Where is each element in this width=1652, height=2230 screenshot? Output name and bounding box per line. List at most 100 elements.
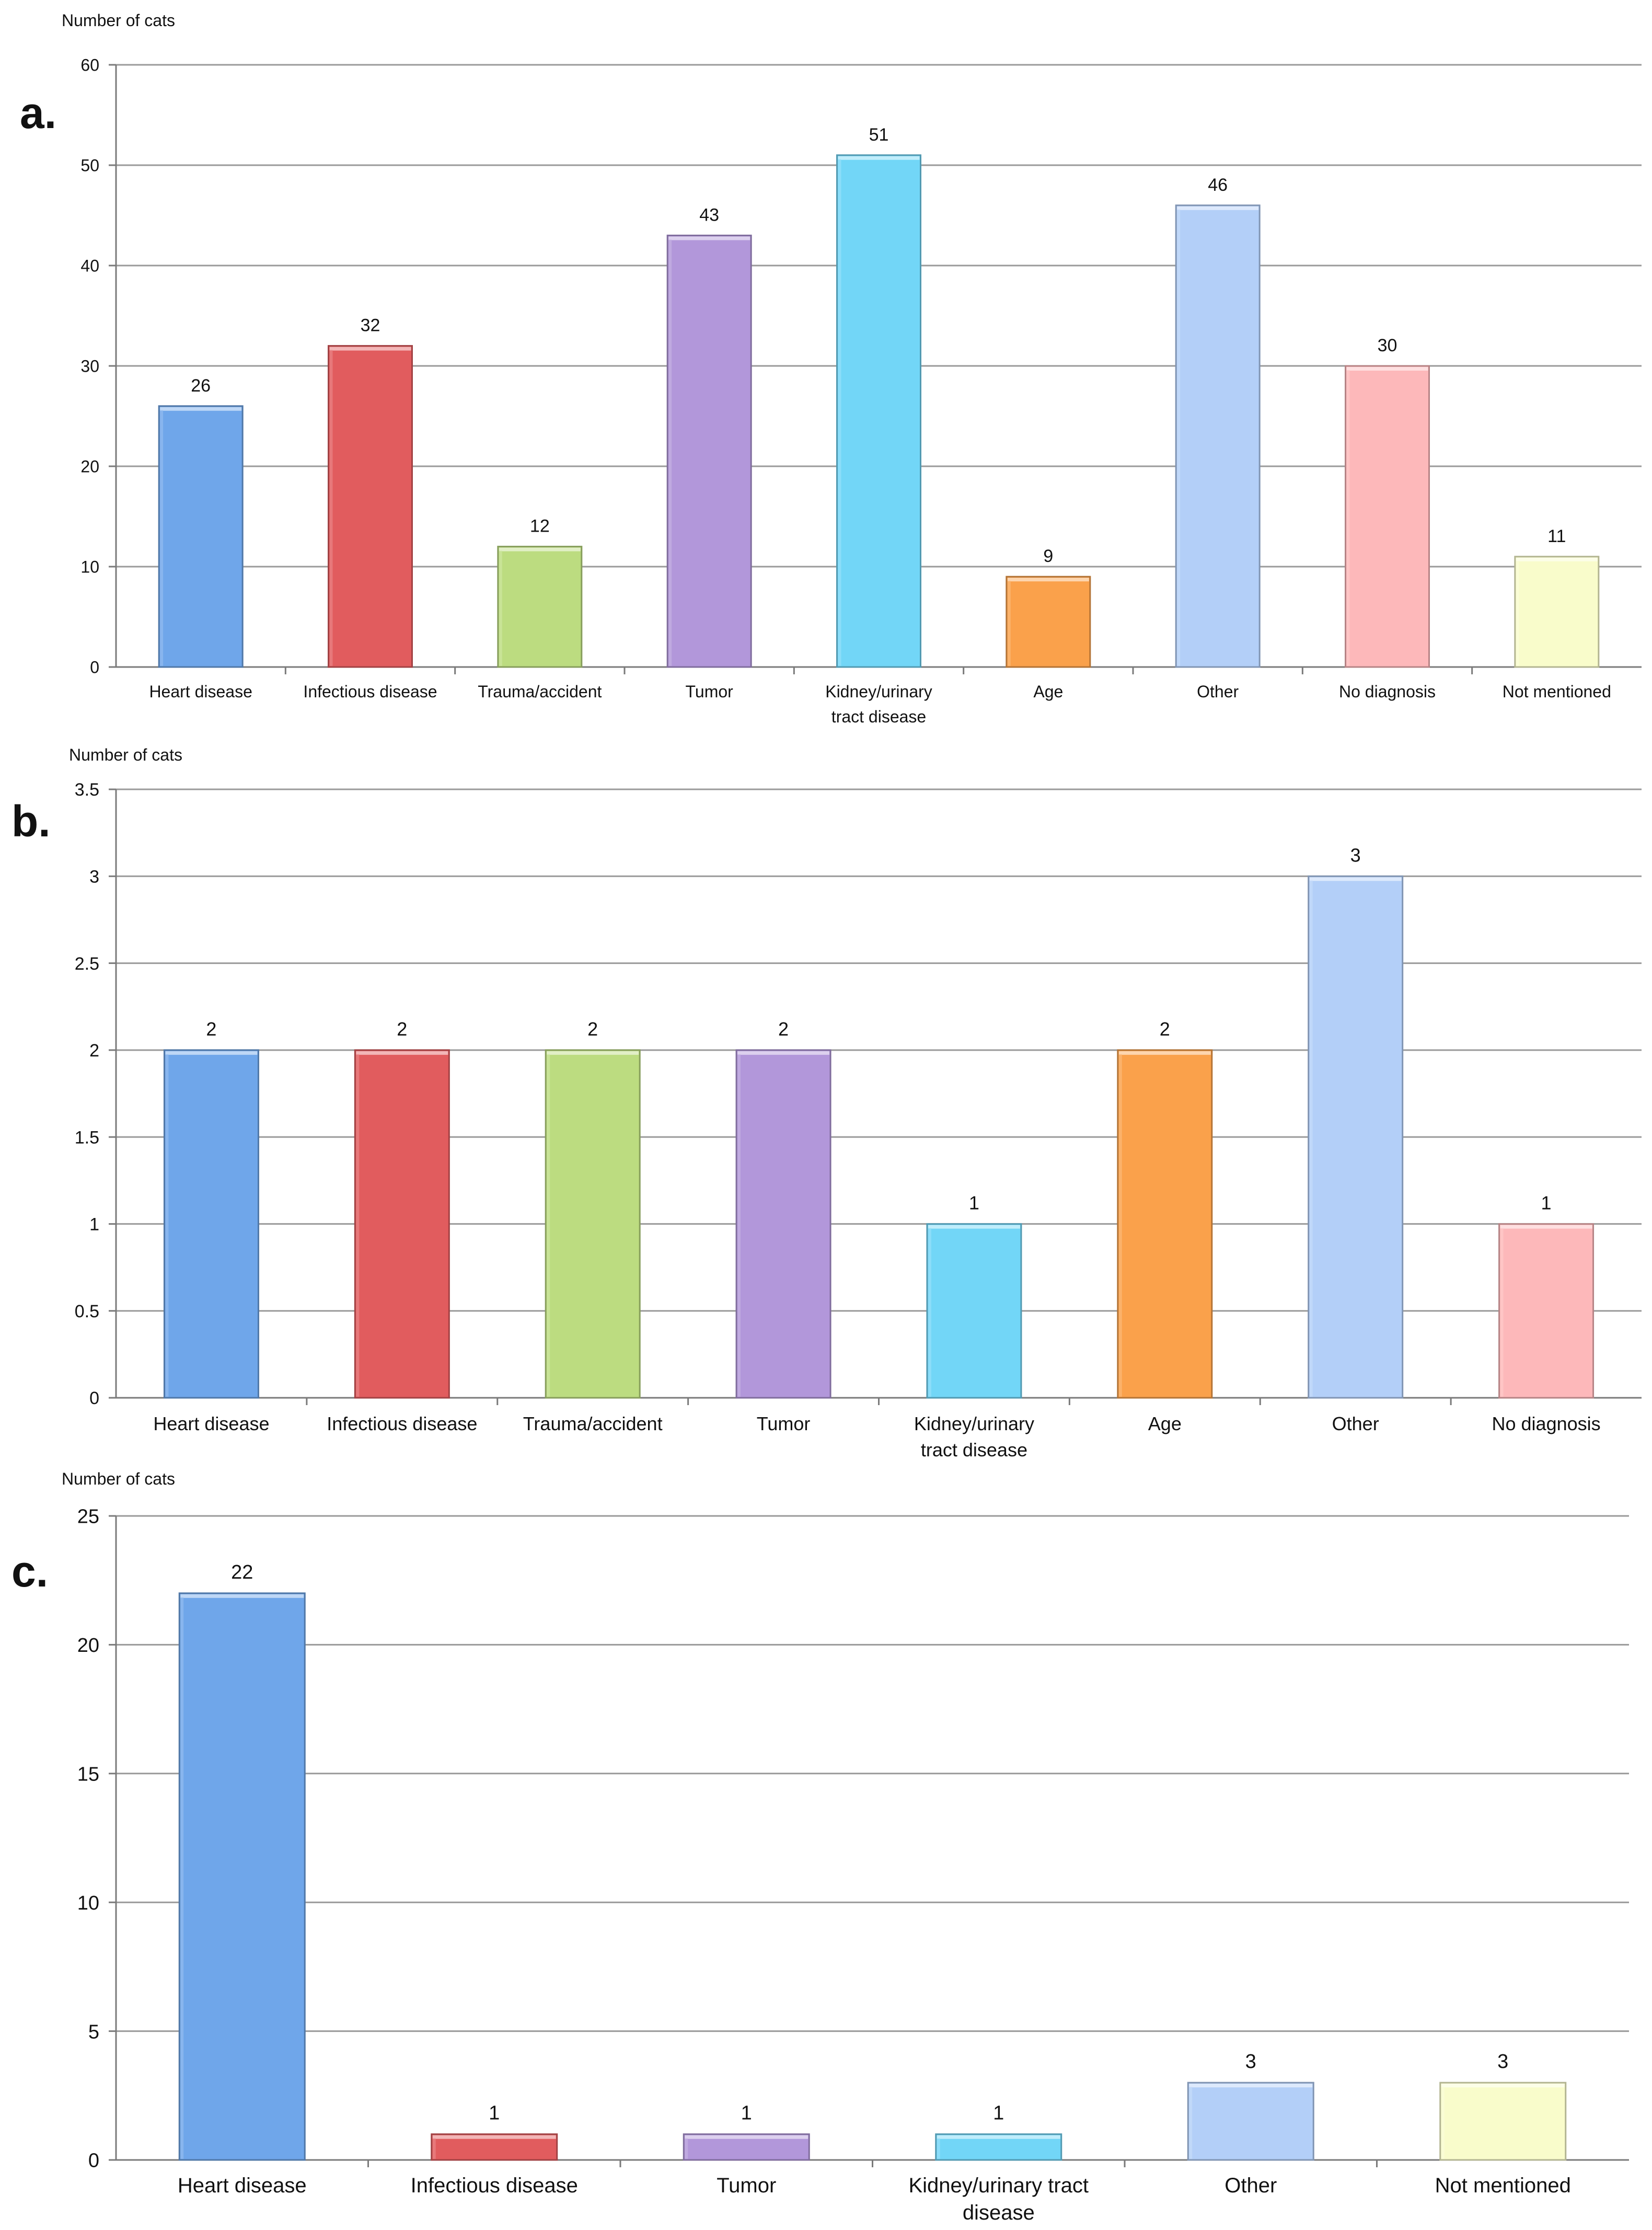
category-label: Age <box>1148 1413 1182 1434</box>
bar <box>1514 556 1600 668</box>
data-label: 2 <box>1160 1018 1170 1040</box>
y-tick-label: 20 <box>80 457 99 476</box>
y-tick-label: 0 <box>88 2150 99 2172</box>
category-label: Age <box>1033 682 1063 701</box>
bar-highlight <box>937 2135 1060 2139</box>
data-label: 3 <box>1350 844 1361 866</box>
data-label: 2 <box>206 1018 216 1040</box>
category-label: Trauma/accident <box>523 1413 663 1434</box>
data-label: 1 <box>993 2102 1004 2124</box>
bar-edge <box>1500 1228 1504 1397</box>
bar <box>1187 2082 1314 2161</box>
bar-edge <box>356 1054 360 1397</box>
data-label: 46 <box>1208 175 1228 195</box>
bar <box>178 1592 306 2161</box>
bar-highlight <box>329 347 411 351</box>
bar-edge <box>1346 370 1350 666</box>
bar-highlight <box>1500 1225 1592 1229</box>
bar-highlight <box>928 1225 1020 1229</box>
y-tick-label: 60 <box>80 56 99 75</box>
bar <box>354 1049 450 1399</box>
category-label: Infectious disease <box>303 682 437 701</box>
bar-edge <box>1177 209 1181 666</box>
bar-highlight <box>1309 877 1402 881</box>
bar-edge <box>685 2138 688 2159</box>
category-label: Not mentioned <box>1435 2174 1571 2197</box>
y-tick-label: 3.5 <box>75 780 99 800</box>
y-axis-title: Number of cats <box>69 745 182 764</box>
panel-label: a. <box>20 88 56 137</box>
bar-edge <box>1007 581 1011 666</box>
bar-edge <box>1516 560 1519 666</box>
y-axis-title: Number of cats <box>62 11 175 30</box>
data-label: 22 <box>231 1561 253 1583</box>
bar <box>1308 875 1404 1399</box>
bar-edge <box>329 350 333 666</box>
bar <box>1439 2082 1567 2161</box>
bar-edge <box>160 410 164 666</box>
category-label: Tumor <box>686 682 734 701</box>
bar-highlight <box>1346 367 1428 371</box>
bar <box>1117 1049 1213 1399</box>
data-label: 12 <box>530 516 550 536</box>
category-label: No diagnosis <box>1492 1413 1601 1434</box>
bar-edge <box>547 1054 550 1397</box>
category-label: Not mentioned <box>1503 682 1611 701</box>
y-tick-label: 0 <box>90 658 99 677</box>
bar-highlight <box>685 2135 808 2139</box>
data-label: 32 <box>361 316 380 336</box>
category-label: Heart disease <box>153 1413 269 1434</box>
y-tick-label: 50 <box>80 156 99 175</box>
data-label: 2 <box>397 1018 407 1040</box>
y-tick-label: 2.5 <box>75 954 99 974</box>
y-tick-label: 20 <box>77 1635 99 1657</box>
category-label: Infectious disease <box>327 1413 477 1434</box>
bar-edge <box>928 1228 931 1397</box>
data-label: 1 <box>1541 1192 1552 1213</box>
bar <box>158 405 244 668</box>
bar-edge <box>432 2138 436 2159</box>
bar <box>735 1049 831 1399</box>
chart-panel-c: 0 5 10 15 20 25 Number of cats c. 22 Heart diseas… <box>11 1469 1629 2224</box>
data-label: 1 <box>489 2102 500 2124</box>
bar <box>926 1223 1022 1399</box>
bar-edge <box>180 1597 184 2159</box>
bar-highlight <box>1441 2084 1565 2088</box>
bar-highlight <box>499 547 581 551</box>
data-label: 30 <box>1378 336 1397 355</box>
y-tick-label: 5 <box>88 2021 99 2043</box>
y-tick-label: 0 <box>89 1388 99 1408</box>
bar-edge <box>668 239 672 666</box>
bar-highlight <box>1118 1051 1211 1055</box>
y-tick-label: 10 <box>77 1892 99 1914</box>
bar <box>1345 365 1430 668</box>
category-label: Kidney/urinary tract disease <box>914 1413 1034 1461</box>
bar-edge <box>1118 1054 1122 1397</box>
category-label: Other <box>1197 682 1239 701</box>
y-tick-label: 25 <box>77 1506 99 1528</box>
bar-highlight <box>1189 2084 1313 2088</box>
data-label: 2 <box>587 1018 598 1040</box>
bar-highlight <box>356 1051 448 1055</box>
data-label: 2 <box>778 1018 789 1040</box>
y-axis-title: Number of cats <box>62 1469 175 1488</box>
category-label: Tumor <box>717 2174 776 2197</box>
category-label: Heart disease <box>178 2174 307 2197</box>
y-tick-label: 1 <box>89 1215 99 1235</box>
bar-highlight <box>180 1594 304 1598</box>
y-tick-label: 40 <box>80 257 99 275</box>
data-label: 1 <box>969 1192 979 1213</box>
chart-panel-a: 0 10 20 30 40 50 60 Number of cats a. 26 Heart dis… <box>20 11 1642 726</box>
bar <box>497 546 583 668</box>
bar-edge <box>165 1054 169 1397</box>
y-tick-label: 10 <box>80 558 99 577</box>
y-tick-label: 3 <box>89 867 99 887</box>
data-label: 43 <box>699 205 719 225</box>
y-tick-label: 15 <box>77 1763 99 1785</box>
bar-highlight <box>165 1051 258 1055</box>
data-label: 1 <box>741 2102 752 2124</box>
bar-highlight <box>1177 206 1259 210</box>
data-label: 9 <box>1043 546 1053 566</box>
